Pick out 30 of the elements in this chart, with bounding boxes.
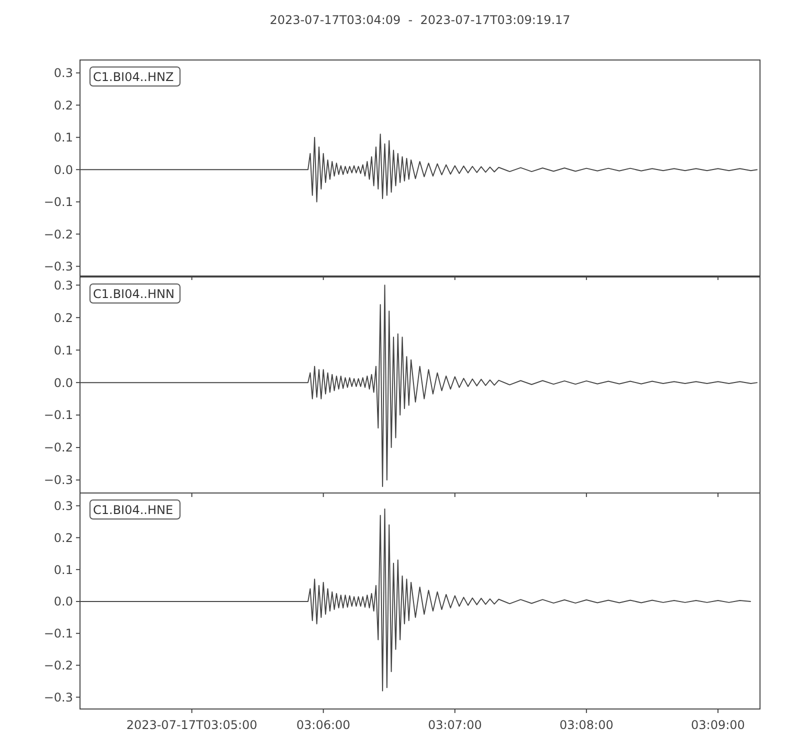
annotation: C1.BI04..HNZ <box>93 70 174 84</box>
y-tick-label: 0.2 <box>54 530 73 545</box>
y-tick-label: 0.0 <box>54 162 73 177</box>
y-tick-label: −0.3 <box>44 473 73 488</box>
x-tick-label: 03:08:00 <box>559 718 614 732</box>
y-tick-label: 0.3 <box>54 66 73 80</box>
annotation: C1.BI04..HNN <box>93 287 174 301</box>
annotation: C1.BI04..HNE <box>93 503 174 517</box>
y-tick-label: −0.1 <box>44 195 73 210</box>
y-tick-label: 0.1 <box>54 130 73 145</box>
y-tick-label: 0.3 <box>54 278 73 292</box>
y-tick-label: 0.0 <box>54 594 73 609</box>
x-tick-label: 2023-07-17T03:05:00 <box>126 718 258 732</box>
y-tick-label: 0.2 <box>54 310 73 325</box>
y-tick-label: −0.2 <box>44 440 73 455</box>
y-tick-label: −0.1 <box>44 408 73 422</box>
y-tick-label: −0.3 <box>44 260 73 274</box>
y-tick-label: 0.2 <box>54 98 73 112</box>
y-tick-label: 0.3 <box>54 498 73 513</box>
x-tick-label: 03:09:00 <box>691 718 745 732</box>
chart-title: 2023-07-17T03:04:09 - 2023-07-17T03:09:19.17 <box>270 13 570 27</box>
y-tick-label: 0.0 <box>54 376 73 390</box>
y-tick-label: −0.1 <box>44 626 73 641</box>
x-tick-label: 03:06:00 <box>296 718 350 732</box>
y-tick-label: −0.2 <box>44 227 73 242</box>
y-tick-label: 0.1 <box>54 343 73 358</box>
x-tick-label: 03:07:00 <box>428 718 482 732</box>
y-tick-label: −0.3 <box>44 690 73 704</box>
y-tick-label: 0.1 <box>54 562 73 577</box>
y-tick-label: −0.2 <box>44 658 73 672</box>
